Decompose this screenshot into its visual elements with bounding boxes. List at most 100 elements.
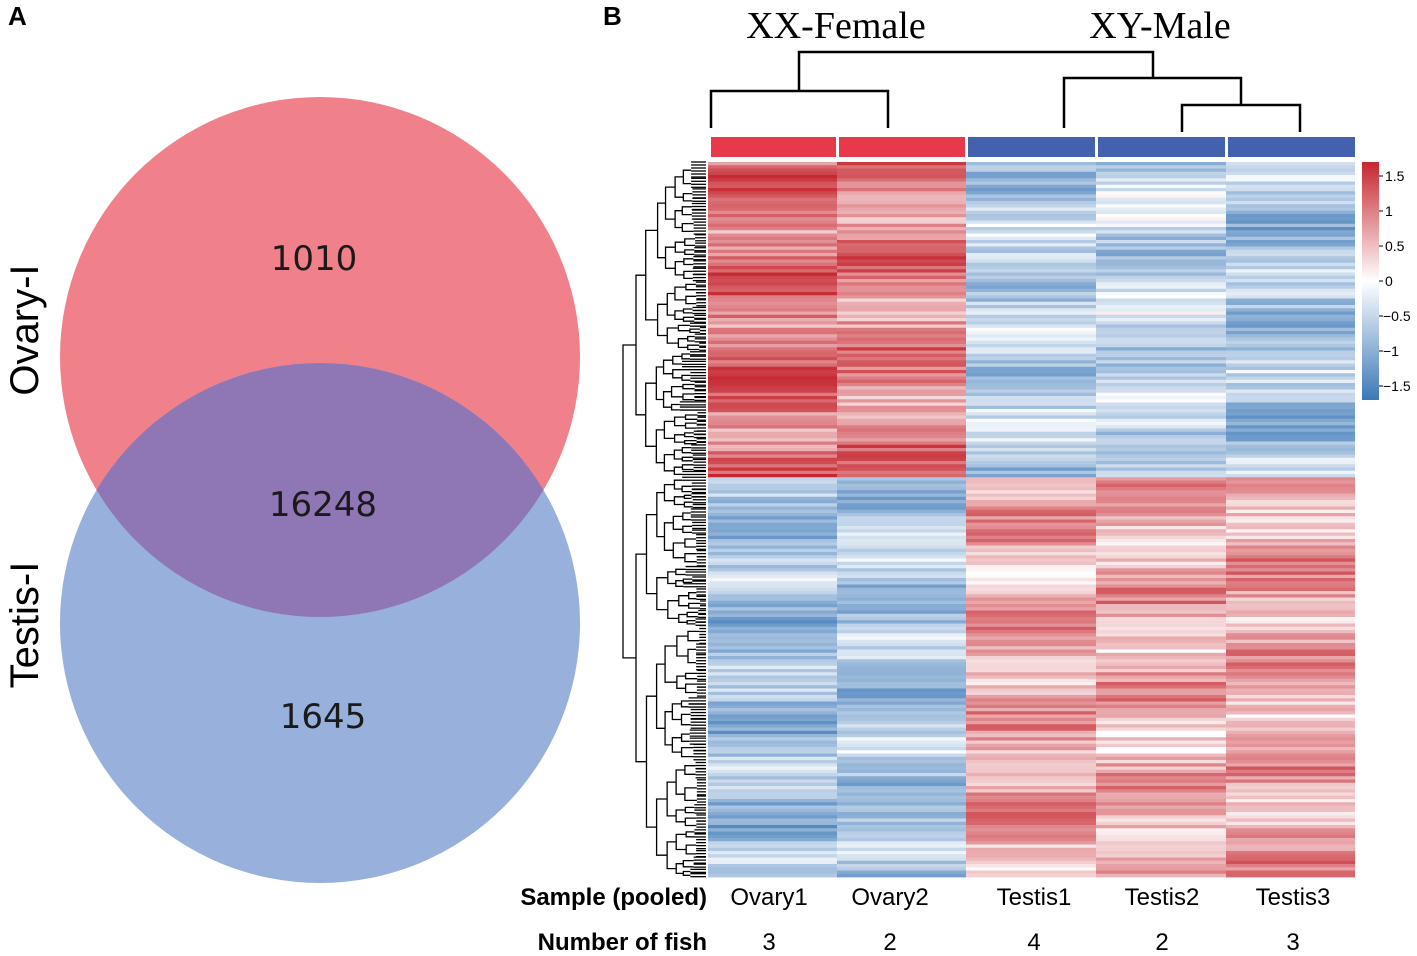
heatmap-cell	[1096, 789, 1226, 793]
heatmap-cell	[1096, 178, 1226, 182]
dendrogram-branch	[677, 324, 690, 332]
heatmap-cell	[837, 750, 966, 754]
heatmap-cell	[837, 256, 966, 260]
heatmap-cell	[837, 773, 966, 777]
venn-intersection-count: 16248	[269, 485, 377, 525]
heatmap-cell	[837, 825, 966, 829]
heatmap-cell	[1226, 724, 1355, 728]
dendrogram-branch	[686, 611, 699, 618]
heatmap-cell	[837, 347, 966, 351]
heatmap-cell	[966, 347, 1096, 351]
heatmap-cell	[1226, 630, 1355, 634]
venn-testis-label: Testis-I	[3, 562, 47, 689]
heatmap-cell	[1096, 782, 1226, 787]
dendrogram-branch	[635, 274, 646, 416]
heatmap-cell	[966, 272, 1096, 277]
heatmap-cell	[1226, 789, 1355, 793]
heatmap-cell	[1096, 188, 1226, 192]
heatmap-cell	[708, 591, 837, 595]
heatmap-cell	[1096, 207, 1226, 212]
heatmap-cell	[1096, 428, 1226, 433]
heatmap-cell	[1096, 815, 1226, 819]
heatmap-cell	[1226, 165, 1355, 169]
heatmap-cell	[1226, 727, 1355, 732]
heatmap-cell	[1226, 708, 1355, 712]
heatmap-cell	[708, 561, 837, 566]
heatmap-cell	[837, 279, 966, 283]
heatmap-cell	[708, 639, 837, 644]
heatmap-cell	[837, 357, 966, 361]
heatmap-cell	[1226, 808, 1355, 813]
heatmap-cell	[1226, 805, 1355, 810]
heatmap-cell	[966, 838, 1096, 842]
heatmap-cell	[966, 487, 1096, 491]
heatmap-panel: B XX-Female XY-Male 1.5 1 0.5 0 −0.5 −1 −1.5 S…	[520, 1, 1411, 956]
heatmap-cell	[1096, 467, 1226, 472]
heatmap-cell	[1226, 493, 1355, 498]
legend-tick-label: −0.5	[1383, 308, 1411, 324]
heatmap-cell	[837, 392, 966, 397]
heatmap-cell	[966, 292, 1096, 296]
heatmap-cell	[966, 539, 1096, 543]
heatmap-cell	[837, 597, 966, 602]
heatmap-cell	[1096, 867, 1226, 871]
heatmap-cell	[708, 292, 837, 296]
dendrogram-branch	[684, 683, 697, 694]
heatmap-cell	[1096, 386, 1226, 390]
heatmap-cell	[966, 519, 1096, 524]
heatmap-cell	[837, 860, 966, 865]
heatmap-cell	[837, 464, 966, 468]
heatmap-cell	[1226, 825, 1355, 829]
heatmap-cell	[966, 259, 1096, 264]
heatmap-cell	[1096, 324, 1226, 329]
legend-tick-label: 0	[1385, 273, 1393, 289]
heatmap-cell	[1226, 626, 1355, 631]
heatmap-cell	[837, 266, 966, 270]
heatmap-cell	[1096, 162, 1226, 166]
heatmap-cell	[837, 782, 966, 787]
heatmap-cell	[1226, 246, 1355, 251]
heatmap-cell	[837, 574, 966, 579]
heatmap-cell	[1226, 363, 1355, 368]
sample-label: Testis1	[997, 884, 1072, 911]
dendrogram-branch	[682, 393, 695, 401]
heatmap-cell	[1226, 464, 1355, 468]
heatmap-cell	[966, 220, 1096, 225]
heatmap-cell	[708, 769, 837, 774]
heatmap-cell	[1226, 818, 1355, 823]
dendrogram-branch	[667, 571, 676, 585]
heatmap-cell	[1226, 178, 1355, 182]
heatmap-cell	[966, 552, 1096, 556]
heatmap-cell	[1226, 223, 1355, 228]
heatmap-cell	[837, 672, 966, 676]
dendrogram-branch	[656, 303, 668, 337]
heatmap-cell	[966, 431, 1096, 436]
dendrogram-branch	[682, 525, 693, 534]
heatmap-cell	[837, 366, 966, 371]
heatmap-cell	[1226, 522, 1355, 527]
heatmap-cell	[837, 847, 966, 852]
heatmap-cell	[1226, 509, 1355, 514]
heatmap-cell	[1226, 633, 1355, 637]
heatmap-cell	[966, 669, 1096, 673]
heatmap-cell	[837, 331, 966, 335]
heatmap-cell	[837, 230, 966, 234]
heatmap-cell	[837, 815, 966, 819]
heatmap-cell	[966, 178, 1096, 182]
heatmap-cell	[966, 740, 1096, 745]
heatmap-cell	[837, 467, 966, 472]
heatmap-cell	[966, 357, 1096, 361]
heatmap-cell	[837, 474, 966, 478]
heatmap-cell	[966, 334, 1096, 338]
heatmap-cell	[966, 457, 1096, 462]
legend-tick-label: −1.5	[1383, 378, 1411, 394]
heatmap-cell	[1096, 363, 1226, 368]
heatmap-cell	[1226, 867, 1355, 871]
heatmap-cell	[837, 269, 966, 273]
dendrogram-branch	[680, 733, 690, 742]
heatmap-cell	[1226, 204, 1355, 208]
heatmap-cell	[1226, 617, 1355, 621]
heatmap-cell	[708, 721, 837, 725]
heatmap-cell	[708, 857, 837, 862]
heatmap-cell	[966, 724, 1096, 728]
